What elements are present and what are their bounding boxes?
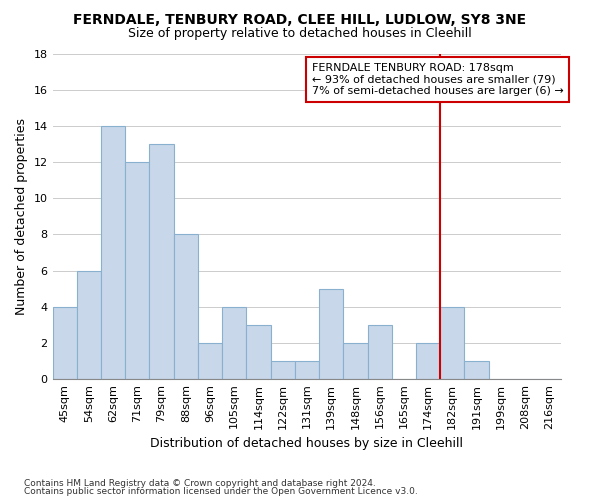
Bar — [77, 270, 101, 379]
Bar — [247, 324, 271, 379]
Bar — [173, 234, 198, 379]
Text: FERNDALE TENBURY ROAD: 178sqm
← 93% of detached houses are smaller (79)
7% of se: FERNDALE TENBURY ROAD: 178sqm ← 93% of d… — [312, 63, 563, 96]
Bar — [464, 361, 488, 379]
X-axis label: Distribution of detached houses by size in Cleehill: Distribution of detached houses by size … — [151, 437, 463, 450]
Bar — [149, 144, 173, 379]
Bar — [440, 306, 464, 379]
Bar — [125, 162, 149, 379]
Bar — [101, 126, 125, 379]
Text: Size of property relative to detached houses in Cleehill: Size of property relative to detached ho… — [128, 28, 472, 40]
Bar — [343, 342, 368, 379]
Bar — [319, 288, 343, 379]
Y-axis label: Number of detached properties: Number of detached properties — [15, 118, 28, 315]
Bar — [368, 324, 392, 379]
Text: Contains HM Land Registry data © Crown copyright and database right 2024.: Contains HM Land Registry data © Crown c… — [24, 478, 376, 488]
Bar — [271, 361, 295, 379]
Bar — [222, 306, 247, 379]
Text: Contains public sector information licensed under the Open Government Licence v3: Contains public sector information licen… — [24, 487, 418, 496]
Bar — [198, 342, 222, 379]
Bar — [416, 342, 440, 379]
Bar — [295, 361, 319, 379]
Text: FERNDALE, TENBURY ROAD, CLEE HILL, LUDLOW, SY8 3NE: FERNDALE, TENBURY ROAD, CLEE HILL, LUDLO… — [73, 12, 527, 26]
Bar — [53, 306, 77, 379]
